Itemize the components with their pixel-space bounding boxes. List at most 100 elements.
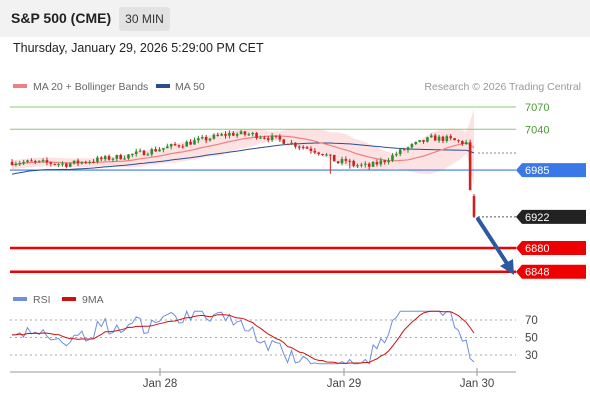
candle — [321, 153, 324, 156]
candle — [41, 158, 45, 163]
candle — [414, 141, 418, 145]
candle — [317, 151, 321, 156]
candle — [379, 157, 383, 167]
candle — [290, 139, 293, 146]
candle — [329, 154, 332, 174]
candle — [472, 194, 476, 219]
candle — [22, 159, 25, 166]
candle — [37, 160, 41, 163]
resistance-label: 7040 — [525, 124, 549, 136]
time-tick-label: Jan 30 — [460, 378, 495, 390]
ma20-legend-label: MA 20 + Bollinger Bands — [33, 81, 148, 93]
candle — [356, 163, 359, 168]
candle — [449, 134, 453, 141]
candle — [464, 139, 468, 145]
candle — [111, 157, 115, 163]
ma50-legend-swatch — [156, 84, 170, 88]
candle — [80, 161, 84, 165]
timestamp: Thursday, January 29, 2026 5:29:00 PM CE… — [13, 41, 264, 55]
candle — [216, 132, 220, 137]
candle — [468, 139, 472, 191]
pivot-badge — [516, 163, 586, 178]
candle — [107, 154, 111, 161]
candle — [363, 161, 367, 168]
candle — [146, 152, 150, 156]
resistance-label: 7070 — [525, 102, 549, 114]
candle — [453, 137, 456, 141]
candle — [433, 133, 437, 141]
level-badges: 7070 7040 6985 6922 6880 6848 — [516, 102, 586, 279]
candle — [286, 143, 289, 145]
candle — [68, 162, 72, 168]
candle — [406, 146, 410, 153]
candle — [429, 133, 433, 138]
candle — [189, 139, 192, 145]
rsi-line — [11, 309, 475, 365]
candle — [57, 163, 60, 168]
candle — [123, 155, 126, 160]
candle — [53, 163, 57, 166]
timeframe-button[interactable]: 30 MIN — [119, 7, 170, 31]
candle — [340, 156, 344, 166]
candles — [10, 130, 476, 219]
header-bar — [0, 0, 590, 37]
candle — [398, 148, 402, 157]
candle — [208, 137, 212, 142]
candle — [391, 153, 394, 163]
rsi-ma-line — [11, 310, 475, 364]
candle — [96, 155, 99, 164]
ma50-legend-label: MA 50 — [175, 81, 205, 93]
candle — [204, 134, 208, 144]
rsi-tick-label: 30 — [525, 350, 538, 362]
candle — [336, 161, 340, 164]
support-badge — [516, 241, 586, 255]
candle — [371, 161, 375, 167]
candle — [224, 131, 227, 139]
candle — [142, 149, 146, 156]
candle — [76, 158, 80, 167]
bollinger-band-fill — [12, 108, 474, 187]
bollinger-bands — [12, 108, 474, 187]
candle — [309, 146, 313, 154]
candle — [247, 132, 251, 137]
candle — [18, 160, 22, 166]
candle — [185, 140, 189, 147]
candle — [14, 161, 18, 167]
candle — [92, 159, 95, 164]
candle — [259, 135, 262, 139]
candle — [193, 137, 196, 145]
candle — [61, 161, 64, 167]
price-levels — [10, 106, 516, 273]
candle — [30, 158, 33, 162]
support-badge — [516, 264, 586, 279]
candle — [426, 136, 429, 143]
candle — [375, 159, 379, 167]
candle — [127, 154, 130, 160]
candle — [282, 139, 286, 145]
candle — [158, 147, 161, 152]
candle — [154, 146, 157, 153]
candle — [220, 132, 223, 137]
candle — [200, 134, 204, 140]
time-tick-label: Jan 29 — [327, 378, 362, 390]
candle — [84, 160, 88, 164]
candle — [461, 140, 464, 146]
last-price-label: 6922 — [525, 212, 549, 224]
candle — [402, 148, 406, 151]
candle — [305, 146, 309, 149]
pivot-label: 6985 — [525, 165, 549, 177]
candle — [367, 162, 371, 170]
rsi-pane: 70 50 30 — [10, 309, 538, 365]
candle — [418, 140, 421, 143]
rsi-legend-label: RSI — [33, 294, 51, 306]
candle — [103, 154, 107, 162]
candle — [173, 142, 177, 146]
candle — [169, 143, 173, 150]
support-label: 6880 — [525, 243, 549, 255]
candle — [134, 148, 138, 157]
candle — [445, 134, 449, 143]
candle — [352, 159, 355, 168]
candle — [72, 160, 76, 165]
candle — [181, 144, 185, 149]
